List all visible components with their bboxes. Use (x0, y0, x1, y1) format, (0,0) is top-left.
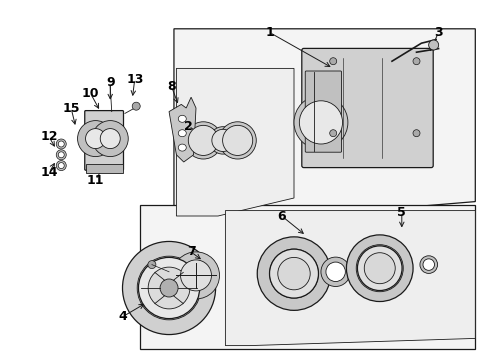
Circle shape (364, 253, 395, 284)
FancyBboxPatch shape (305, 71, 342, 152)
Circle shape (299, 101, 343, 144)
Circle shape (413, 58, 420, 65)
FancyBboxPatch shape (302, 48, 433, 168)
Text: 11: 11 (87, 174, 104, 186)
Circle shape (423, 259, 435, 270)
Circle shape (185, 122, 222, 159)
Circle shape (413, 130, 420, 137)
Ellipse shape (178, 144, 186, 151)
Circle shape (56, 150, 66, 160)
Circle shape (212, 129, 234, 152)
Circle shape (56, 161, 66, 171)
Text: 1: 1 (265, 26, 274, 39)
Circle shape (420, 256, 438, 274)
Circle shape (321, 257, 350, 287)
Circle shape (100, 129, 120, 149)
Circle shape (56, 139, 66, 149)
Text: 6: 6 (277, 210, 286, 222)
Circle shape (132, 102, 140, 110)
Circle shape (356, 245, 403, 292)
Circle shape (188, 125, 219, 156)
Circle shape (86, 129, 105, 149)
Polygon shape (140, 205, 475, 349)
Circle shape (294, 95, 348, 149)
Text: 13: 13 (126, 73, 144, 86)
Circle shape (172, 252, 220, 299)
Circle shape (326, 262, 345, 282)
Circle shape (58, 163, 64, 168)
Text: 3: 3 (434, 26, 443, 39)
Circle shape (137, 256, 201, 320)
FancyBboxPatch shape (85, 111, 123, 170)
Circle shape (278, 257, 310, 290)
Polygon shape (225, 211, 475, 346)
Circle shape (429, 40, 439, 50)
Circle shape (209, 127, 237, 154)
Circle shape (92, 121, 128, 157)
Ellipse shape (178, 115, 186, 122)
Text: 9: 9 (106, 76, 115, 89)
Circle shape (357, 246, 402, 291)
Circle shape (330, 58, 337, 65)
Circle shape (160, 279, 178, 297)
Circle shape (122, 242, 216, 334)
Circle shape (330, 130, 337, 137)
Circle shape (222, 125, 253, 156)
Circle shape (257, 237, 331, 310)
Circle shape (148, 267, 190, 309)
Text: 12: 12 (40, 130, 58, 143)
Polygon shape (169, 97, 196, 162)
Bar (86, 164, 122, 173)
Circle shape (58, 141, 64, 147)
Text: 4: 4 (118, 310, 127, 323)
Text: 5: 5 (397, 206, 406, 219)
Text: 14: 14 (40, 166, 58, 179)
Ellipse shape (178, 130, 186, 137)
Circle shape (180, 260, 212, 291)
Text: 2: 2 (184, 120, 193, 132)
Circle shape (346, 235, 413, 302)
Text: 10: 10 (82, 87, 99, 100)
Text: 7: 7 (187, 246, 196, 258)
Circle shape (77, 121, 114, 157)
Polygon shape (176, 68, 294, 216)
Polygon shape (174, 29, 475, 223)
Circle shape (270, 249, 318, 298)
Circle shape (139, 257, 199, 319)
Circle shape (219, 122, 256, 159)
Text: 15: 15 (62, 102, 80, 114)
Text: 8: 8 (167, 80, 176, 93)
Circle shape (58, 152, 64, 158)
Circle shape (148, 261, 156, 269)
Circle shape (270, 249, 318, 298)
